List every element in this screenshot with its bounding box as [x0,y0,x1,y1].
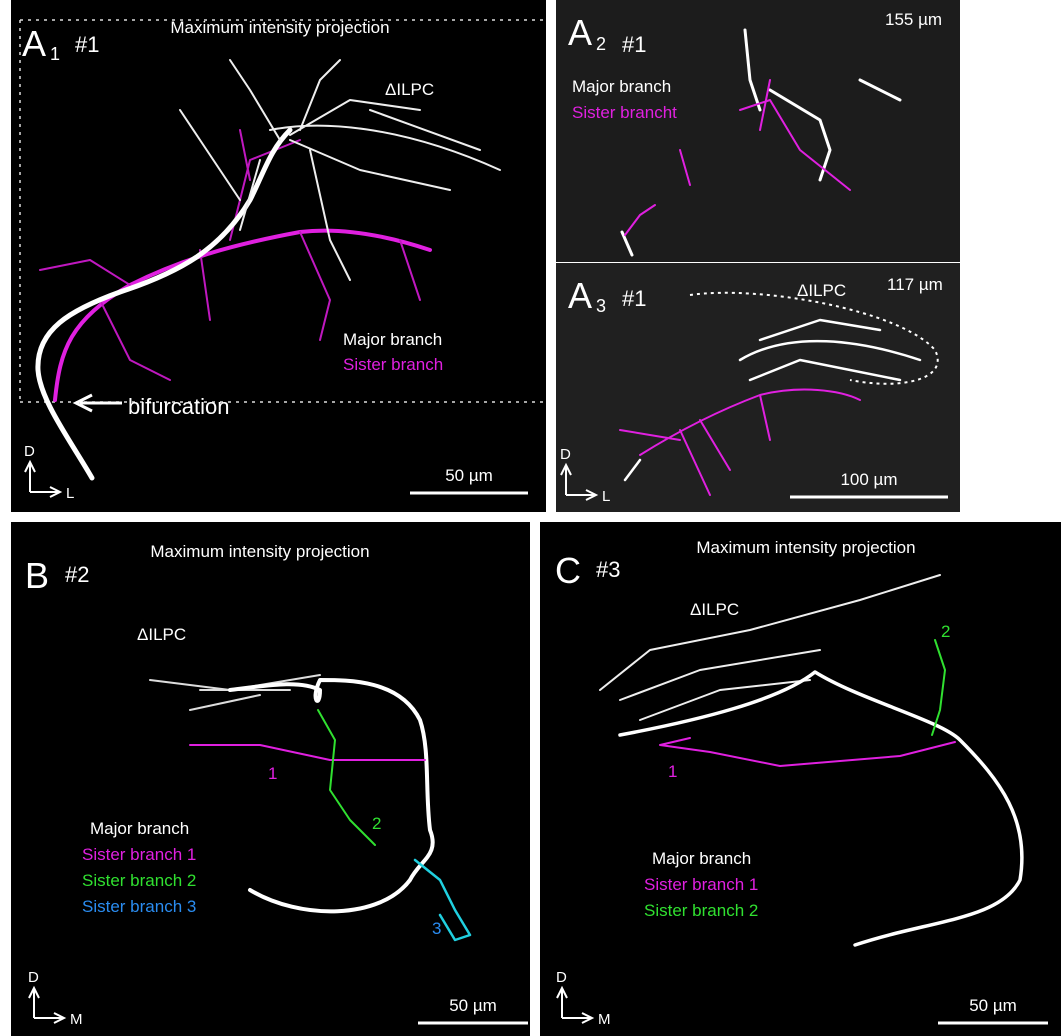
region: ΔILPC [137,625,186,644]
scale-bar-label: 50 µm [969,996,1017,1015]
orientation-label: D [556,969,567,986]
legend-item: Sister branch [343,355,443,374]
legend-item: Major branch [652,849,751,868]
branch-label: 1 [668,762,677,781]
panel-subscript: 3 [596,296,606,316]
legend-item: Sister branch 1 [82,845,196,864]
title: Maximum intensity projection [170,18,389,37]
region: ΔILPC [690,600,739,619]
animal-id: #3 [596,557,620,582]
orientation-label: D [28,969,39,986]
animal-id: #1 [622,286,646,311]
legend-item: Sister branch 3 [82,897,196,916]
panel-a1 [11,0,546,512]
legend-item: Major branch [572,77,671,96]
legend-item: Sister branch 1 [644,875,758,894]
orientation-label: D [560,446,571,463]
panel-letter: A [22,23,46,64]
legend-item: Sister branch 2 [82,871,196,890]
orientation-label: D [24,443,35,460]
figure: Maximum intensity projection A 1 #1 ΔILP… [0,0,1061,1036]
title: Maximum intensity projection [696,538,915,557]
panel-letter: C [555,550,581,591]
scale-bar-label: 50 µm [449,996,497,1015]
legend-item: Sister brancht [572,103,677,122]
depth: 155 µm [885,10,942,29]
branch-label: 1 [268,764,277,783]
animal-id: #1 [75,32,99,57]
orientation-label: M [598,1011,611,1028]
branch-label: 2 [941,622,950,641]
scale-bar-label: 100 µm [840,470,897,489]
panel-letter: B [25,555,49,596]
panel-a2 [556,0,960,262]
orientation-label: L [602,488,610,505]
legend-item: Major branch [90,819,189,838]
panel-c [540,522,1061,1036]
orientation-label: M [70,1011,83,1028]
animal-id: #2 [65,562,89,587]
title: Maximum intensity projection [150,542,369,561]
panel-letter: A [568,12,592,53]
depth: 117 µm [887,275,943,294]
animal-id: #1 [622,32,646,57]
region: ΔILPC [385,80,434,99]
panel-a3 [556,263,960,512]
legend-item: Sister branch 2 [644,901,758,920]
region: ΔILPC [797,281,846,300]
legend-item: Major branch [343,330,442,349]
panel-letter: A [568,275,592,316]
panel-subscript: 1 [50,44,60,64]
scale-bar-label: 50 µm [445,466,493,485]
branch-label: 2 [372,814,381,833]
annotation: bifurcation [128,394,230,419]
branch-label: 3 [432,919,441,938]
panel-subscript: 2 [596,34,606,54]
orientation-label: L [66,485,74,502]
